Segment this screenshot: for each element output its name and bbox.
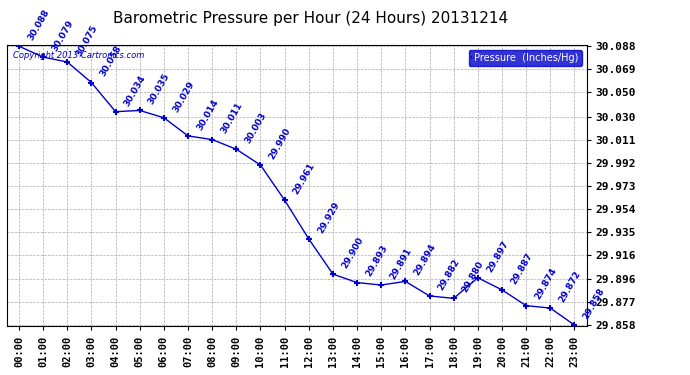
Text: 30.003: 30.003 [244,111,268,145]
Text: 29.897: 29.897 [485,239,510,274]
Text: 30.014: 30.014 [195,98,220,132]
Legend: Pressure  (Inches/Hg): Pressure (Inches/Hg) [469,50,582,66]
Text: 29.894: 29.894 [413,242,437,277]
Text: 30.088: 30.088 [26,8,51,42]
Text: 29.893: 29.893 [364,244,389,279]
Text: 29.858: 29.858 [582,286,607,321]
Text: 29.929: 29.929 [316,200,341,235]
Text: 30.029: 30.029 [171,79,196,114]
Text: 29.990: 29.990 [268,126,293,161]
Text: 29.874: 29.874 [533,267,558,302]
Text: 29.900: 29.900 [340,236,365,270]
Text: 30.035: 30.035 [147,72,172,106]
Text: 29.872: 29.872 [558,269,582,304]
Text: 30.034: 30.034 [123,73,148,108]
Text: 30.058: 30.058 [99,44,124,78]
Text: 30.011: 30.011 [219,101,244,135]
Text: 30.075: 30.075 [75,23,99,58]
Text: 29.887: 29.887 [509,251,534,286]
Text: 29.891: 29.891 [388,246,413,281]
Text: 29.961: 29.961 [292,161,317,196]
Text: Copyright 2013 Cartronics.com: Copyright 2013 Cartronics.com [12,51,144,60]
Text: 30.079: 30.079 [50,18,75,53]
Text: 29.882: 29.882 [437,257,462,292]
Text: 29.880: 29.880 [461,260,486,294]
Text: Barometric Pressure per Hour (24 Hours) 20131214: Barometric Pressure per Hour (24 Hours) … [113,11,508,26]
